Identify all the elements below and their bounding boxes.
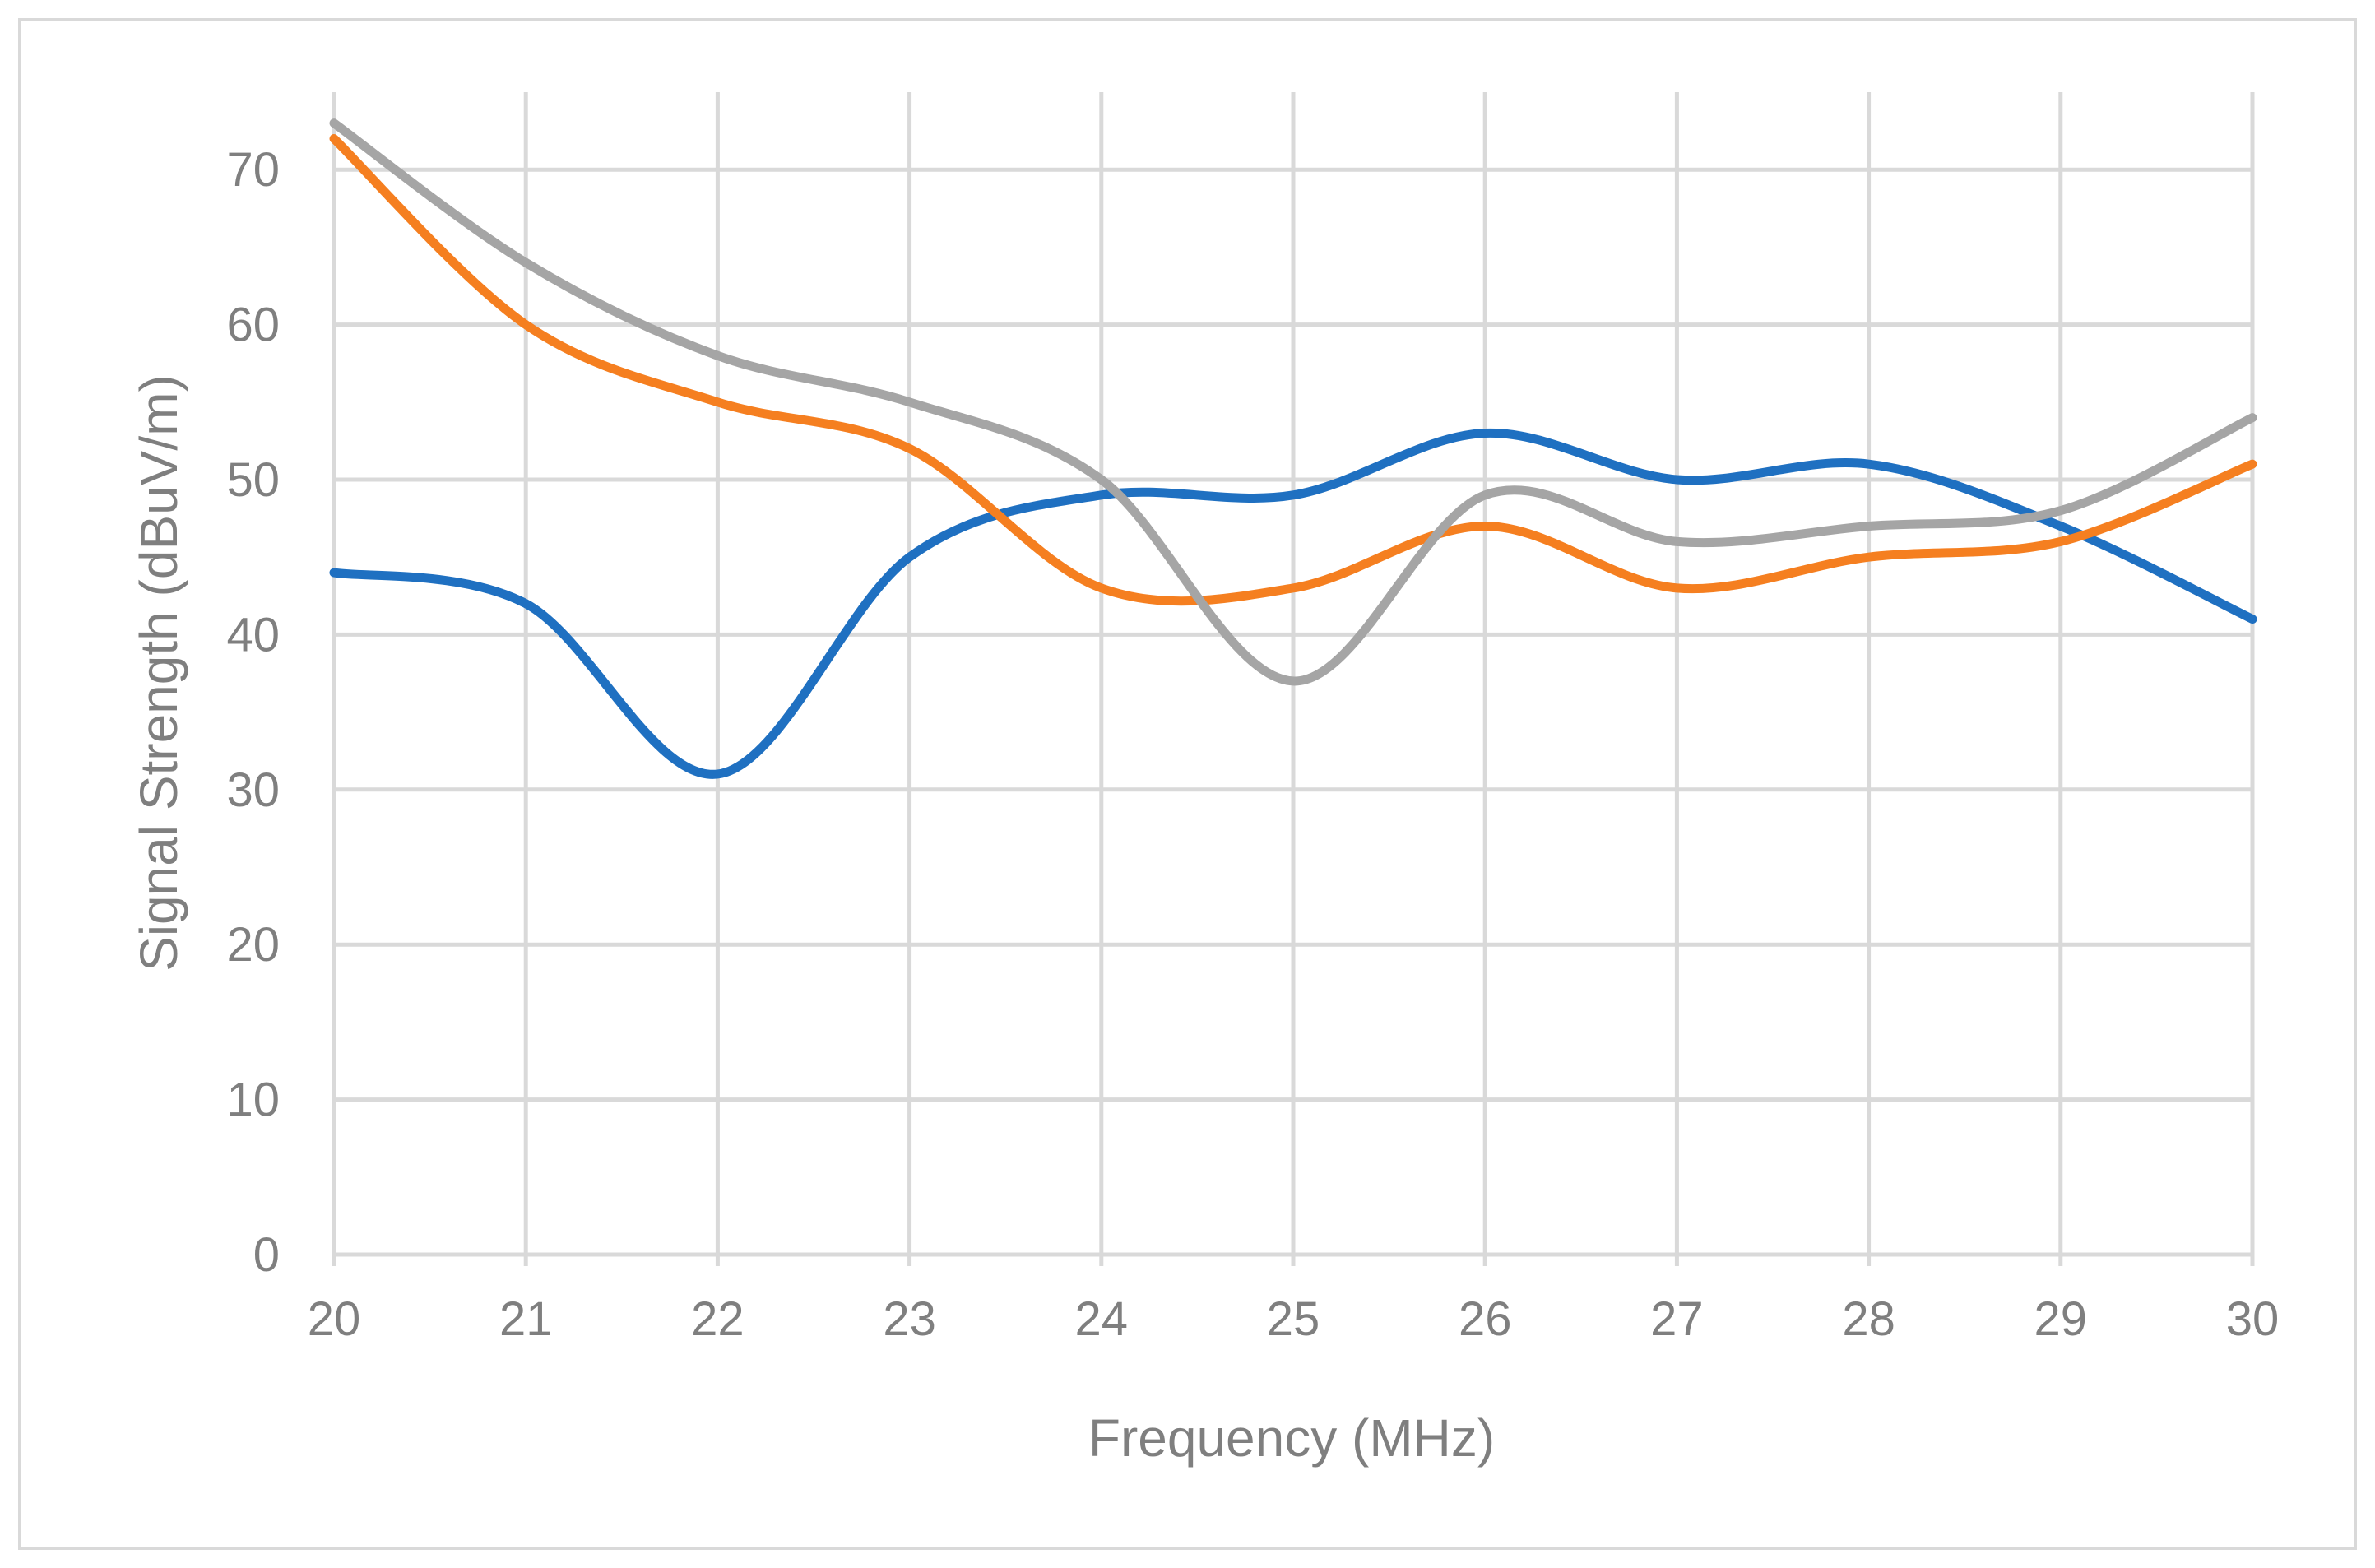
series-line-3 <box>329 118 2257 686</box>
y-tick-label: 50 <box>226 453 280 507</box>
y-axis-ticks: 0 10 20 30 40 50 60 70 <box>226 143 280 1282</box>
y-tick-label: 20 <box>226 918 280 972</box>
y-tick-label: 10 <box>226 1074 280 1127</box>
y-tick-label: 60 <box>226 299 280 352</box>
x-tick-label: 21 <box>499 1292 553 1346</box>
x-tick-label: 22 <box>691 1292 745 1346</box>
x-tick-label: 20 <box>308 1292 361 1346</box>
series-line-1 <box>329 428 2257 779</box>
series-lines <box>329 118 2257 779</box>
x-tick-label: 24 <box>1075 1292 1129 1346</box>
x-axis-ticks: 20 21 22 23 24 25 26 27 28 29 30 <box>308 1292 2280 1346</box>
x-tick-label: 30 <box>2226 1292 2280 1346</box>
y-tick-label: 30 <box>226 763 280 817</box>
chart-area <box>18 18 2357 1550</box>
x-tick-label: 23 <box>883 1292 936 1346</box>
series-line-2 <box>329 134 2257 606</box>
x-axis-title: Frequency (MHz) <box>1088 1408 1495 1468</box>
y-axis-title: Signal Strength (dBuV/m) <box>129 374 188 972</box>
y-tick-label: 70 <box>226 143 280 197</box>
x-tick-label: 29 <box>2034 1292 2088 1346</box>
x-tick-label: 27 <box>1650 1292 1704 1346</box>
x-tick-label: 26 <box>1459 1292 1512 1346</box>
y-tick-label: 0 <box>253 1228 280 1282</box>
x-tick-label: 28 <box>1842 1292 1895 1346</box>
y-tick-label: 40 <box>226 608 280 661</box>
x-tick-label: 25 <box>1267 1292 1320 1346</box>
